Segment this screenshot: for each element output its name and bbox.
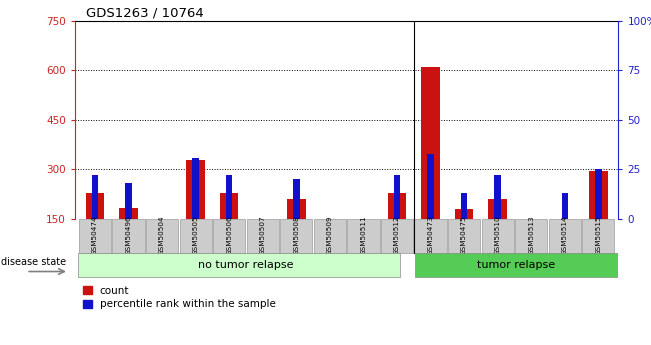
FancyBboxPatch shape: [582, 219, 615, 253]
FancyBboxPatch shape: [280, 219, 312, 253]
Text: GDS1263 / 10764: GDS1263 / 10764: [86, 7, 204, 20]
Bar: [427, 154, 434, 219]
Text: GSM50515: GSM50515: [595, 216, 602, 255]
Legend: count, percentile rank within the sample: count, percentile rank within the sample: [80, 283, 279, 312]
Text: no tumor relapse: no tumor relapse: [199, 260, 294, 270]
FancyBboxPatch shape: [348, 219, 380, 253]
Text: GSM50505: GSM50505: [193, 216, 199, 255]
Bar: [589, 171, 607, 219]
Text: GSM50514: GSM50514: [562, 216, 568, 255]
Text: GSM50506: GSM50506: [226, 216, 232, 255]
Bar: [226, 175, 232, 219]
Text: GSM50474: GSM50474: [92, 216, 98, 255]
Text: disease state: disease state: [1, 257, 66, 267]
Bar: [86, 193, 104, 219]
FancyBboxPatch shape: [247, 219, 279, 253]
Bar: [388, 193, 406, 219]
FancyBboxPatch shape: [314, 219, 346, 253]
Text: GSM50475: GSM50475: [461, 216, 467, 255]
FancyBboxPatch shape: [415, 253, 618, 277]
FancyBboxPatch shape: [180, 219, 212, 253]
Bar: [126, 184, 132, 219]
Bar: [421, 67, 440, 219]
FancyBboxPatch shape: [146, 219, 178, 253]
Text: GSM50473: GSM50473: [428, 216, 434, 255]
Bar: [220, 193, 238, 219]
Bar: [595, 169, 602, 219]
Bar: [394, 175, 400, 219]
FancyBboxPatch shape: [78, 253, 400, 277]
Text: tumor relapse: tumor relapse: [477, 260, 555, 270]
FancyBboxPatch shape: [79, 219, 111, 253]
Bar: [186, 159, 205, 219]
Text: GSM50507: GSM50507: [260, 216, 266, 255]
Bar: [193, 158, 199, 219]
Text: GSM50496: GSM50496: [126, 216, 132, 255]
FancyBboxPatch shape: [515, 219, 547, 253]
Text: GSM50512: GSM50512: [394, 216, 400, 255]
FancyBboxPatch shape: [549, 219, 581, 253]
FancyBboxPatch shape: [381, 219, 413, 253]
Text: GSM50513: GSM50513: [528, 216, 534, 255]
Bar: [119, 207, 138, 219]
Bar: [293, 179, 299, 219]
Text: GSM50504: GSM50504: [159, 216, 165, 255]
FancyBboxPatch shape: [448, 219, 480, 253]
Bar: [287, 199, 305, 219]
Text: GSM50509: GSM50509: [327, 216, 333, 255]
FancyBboxPatch shape: [113, 219, 145, 253]
Text: GSM50511: GSM50511: [361, 216, 367, 255]
FancyBboxPatch shape: [415, 219, 447, 253]
FancyBboxPatch shape: [482, 219, 514, 253]
Bar: [455, 209, 473, 219]
Bar: [92, 175, 98, 219]
Text: GSM50508: GSM50508: [294, 216, 299, 255]
Bar: [461, 193, 467, 219]
FancyBboxPatch shape: [213, 219, 245, 253]
Bar: [494, 175, 501, 219]
Bar: [488, 199, 507, 219]
Bar: [562, 193, 568, 219]
Text: GSM50510: GSM50510: [495, 216, 501, 255]
